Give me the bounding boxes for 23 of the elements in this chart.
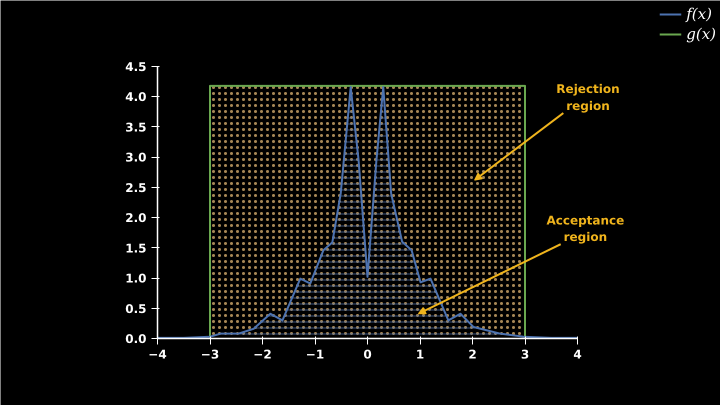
y-tick-label: 3.0 — [125, 150, 147, 165]
y-tick-label: 0.5 — [125, 302, 147, 316]
legend-label: f(x) — [686, 5, 712, 23]
y-tick-label: 2.0 — [125, 211, 147, 226]
x-tick-label: 4 — [573, 348, 582, 362]
legend-label: g(x) — [686, 25, 716, 43]
y-tick-label: 1.0 — [125, 272, 147, 286]
x-tick-label: −1 — [306, 348, 324, 362]
y-tick-label: 3.5 — [125, 120, 147, 134]
x-tick-label: 0 — [363, 348, 372, 362]
y-tick-label: 4.5 — [125, 60, 147, 74]
annotation: Rejection region — [556, 82, 620, 114]
y-tick-label: 2.5 — [125, 180, 147, 195]
x-tick-label: −2 — [253, 348, 272, 362]
annotation: Acceptance region — [546, 213, 624, 244]
y-tick-label: 1.5 — [125, 241, 147, 256]
y-tick-label: 4.0 — [125, 90, 147, 104]
x-tick-label: −3 — [200, 348, 220, 362]
x-tick-label: −4 — [148, 348, 167, 362]
x-tick-label: 1 — [416, 348, 424, 362]
x-tick-label: 2 — [468, 348, 477, 362]
y-tick-label: 0.0 — [125, 332, 147, 346]
x-tick-label: 3 — [520, 348, 530, 362]
